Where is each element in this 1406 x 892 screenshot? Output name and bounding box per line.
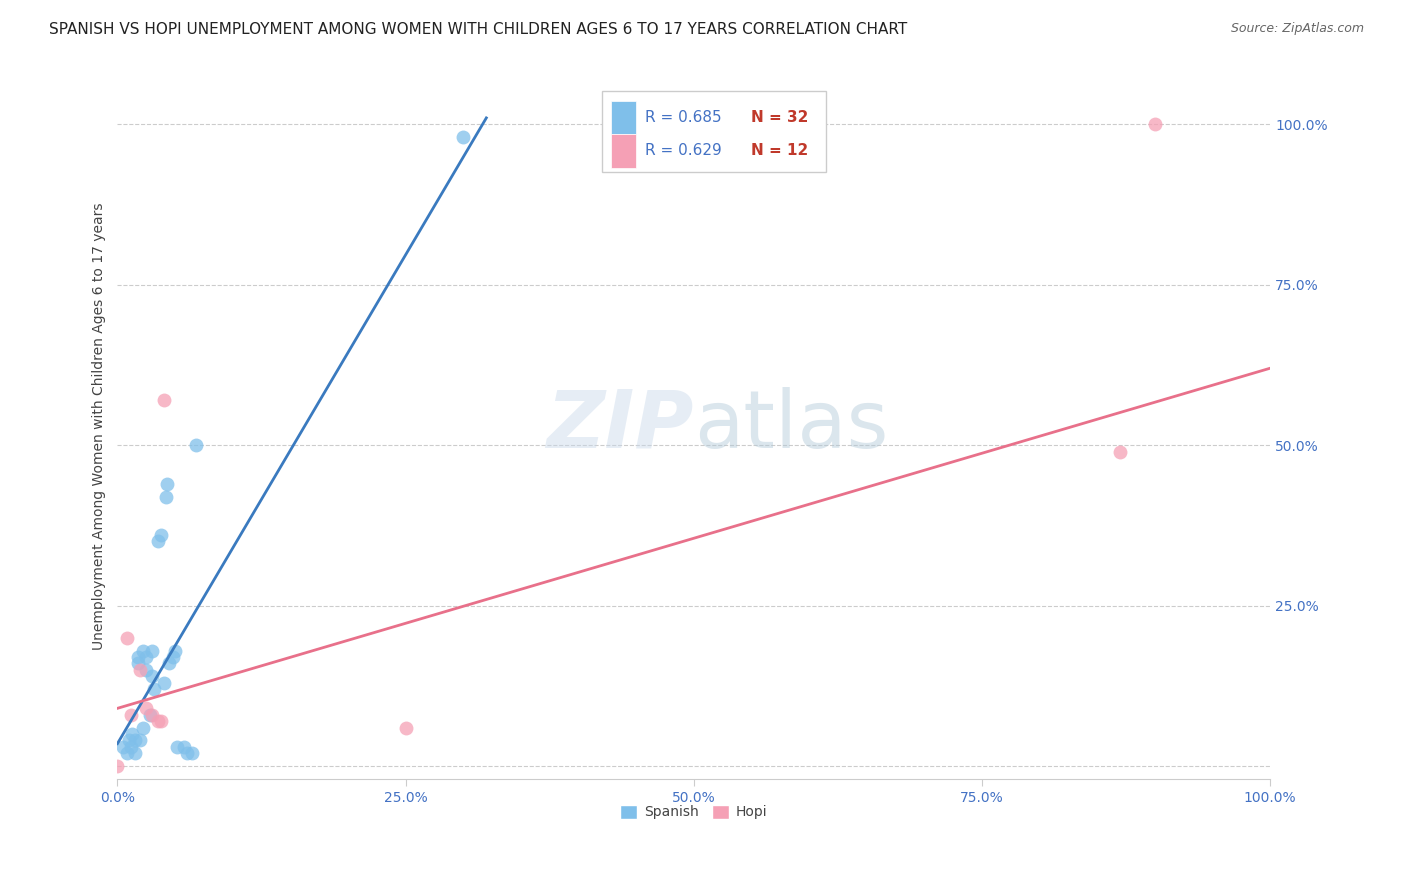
Point bbox=[115, 631, 138, 645]
Point bbox=[115, 746, 138, 760]
Point bbox=[132, 721, 155, 735]
Point bbox=[162, 650, 184, 665]
Text: R = 0.685: R = 0.685 bbox=[645, 110, 723, 125]
Point bbox=[118, 733, 141, 747]
Text: ZIP: ZIP bbox=[547, 387, 693, 465]
Point bbox=[150, 714, 173, 728]
Point bbox=[176, 746, 198, 760]
Point bbox=[395, 721, 418, 735]
Text: atlas: atlas bbox=[693, 387, 889, 465]
Point bbox=[124, 733, 146, 747]
Point bbox=[141, 669, 163, 683]
Point bbox=[143, 681, 166, 696]
Text: N = 12: N = 12 bbox=[751, 143, 808, 158]
Point bbox=[156, 476, 179, 491]
Point bbox=[120, 739, 142, 754]
Y-axis label: Unemployment Among Women with Children Ages 6 to 17 years: Unemployment Among Women with Children A… bbox=[93, 202, 107, 649]
Legend: Spanish, Hopi: Spanish, Hopi bbox=[614, 799, 773, 825]
Point bbox=[173, 739, 195, 754]
Point bbox=[165, 643, 187, 657]
Point bbox=[135, 701, 157, 715]
Point bbox=[121, 727, 143, 741]
Point bbox=[127, 657, 149, 671]
Point bbox=[152, 393, 174, 408]
Point bbox=[157, 657, 180, 671]
Point bbox=[141, 707, 163, 722]
Point bbox=[138, 707, 160, 722]
Point bbox=[129, 733, 152, 747]
Point bbox=[166, 739, 188, 754]
Bar bbox=[610, 101, 636, 135]
Point bbox=[141, 643, 163, 657]
Point bbox=[135, 663, 157, 677]
Bar bbox=[610, 134, 636, 168]
Point bbox=[155, 490, 177, 504]
Point bbox=[453, 130, 475, 145]
Point bbox=[127, 650, 149, 665]
Point bbox=[181, 746, 204, 760]
Point bbox=[107, 759, 129, 773]
Point bbox=[146, 714, 169, 728]
Point bbox=[129, 663, 152, 677]
Point bbox=[124, 746, 146, 760]
Point bbox=[184, 438, 207, 452]
Point bbox=[135, 650, 157, 665]
Point bbox=[1109, 444, 1132, 458]
Point bbox=[152, 675, 174, 690]
Text: R = 0.629: R = 0.629 bbox=[645, 143, 723, 158]
Point bbox=[150, 528, 173, 542]
Text: N = 32: N = 32 bbox=[751, 110, 808, 125]
Point bbox=[132, 643, 155, 657]
Point bbox=[112, 739, 135, 754]
Point bbox=[146, 534, 169, 549]
Point bbox=[120, 707, 142, 722]
FancyBboxPatch shape bbox=[602, 91, 827, 172]
Point bbox=[1143, 117, 1166, 131]
Text: Source: ZipAtlas.com: Source: ZipAtlas.com bbox=[1230, 22, 1364, 36]
Text: SPANISH VS HOPI UNEMPLOYMENT AMONG WOMEN WITH CHILDREN AGES 6 TO 17 YEARS CORREL: SPANISH VS HOPI UNEMPLOYMENT AMONG WOMEN… bbox=[49, 22, 907, 37]
